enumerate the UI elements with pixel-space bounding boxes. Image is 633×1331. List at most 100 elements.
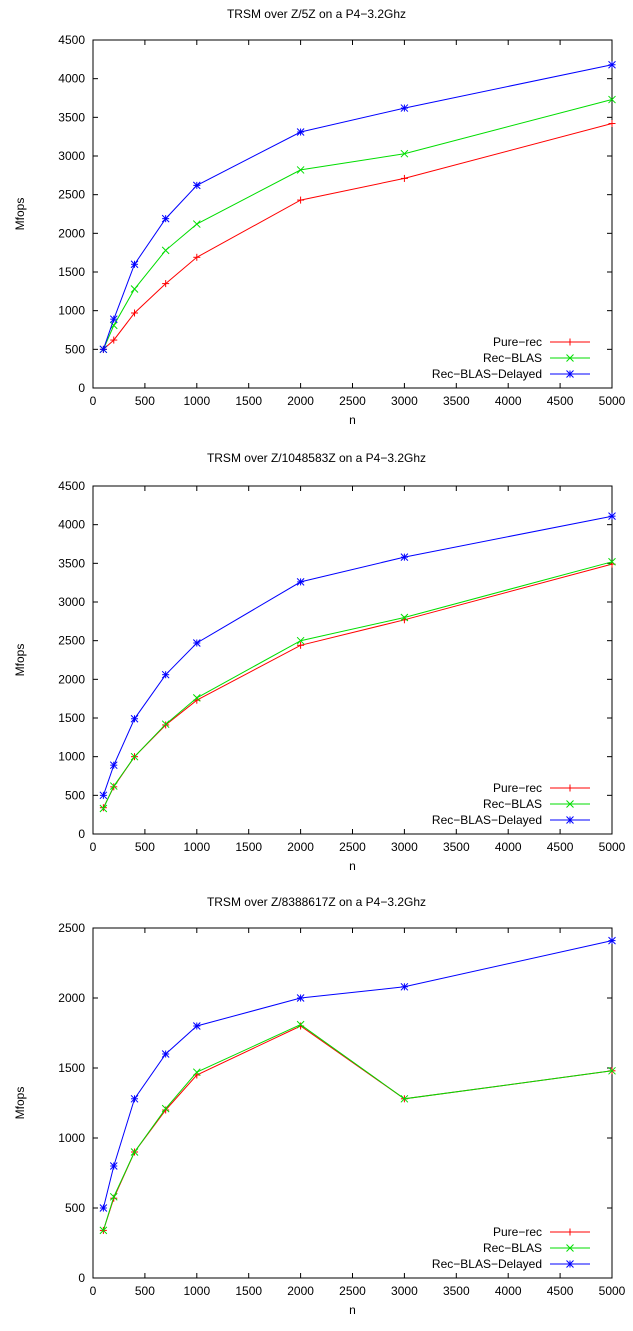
legend-label: Rec−BLAS xyxy=(483,351,542,365)
data-point xyxy=(608,512,616,521)
data-point xyxy=(130,752,139,761)
legend-label: Rec−BLAS xyxy=(483,797,542,811)
x-tick-label: 4500 xyxy=(547,840,574,854)
legend-item-rec-blas-delayed: Rec−BLAS−Delayed xyxy=(432,1257,590,1271)
y-tick-label: 3500 xyxy=(58,110,85,124)
series-line xyxy=(102,1025,613,1231)
x-tick-label: 2000 xyxy=(287,840,314,854)
data-point xyxy=(192,639,201,647)
y-tick-label: 1500 xyxy=(58,265,85,279)
data-point xyxy=(109,315,118,324)
data-point xyxy=(161,246,170,255)
x-tick-label: 5000 xyxy=(599,394,626,408)
legend-item-pure-rec: Pure−rec xyxy=(493,1225,590,1239)
y-tick-label: 4000 xyxy=(58,72,85,86)
data-point xyxy=(161,1050,170,1058)
series-line xyxy=(102,64,613,350)
data-point xyxy=(99,791,108,800)
y-tick-label: 500 xyxy=(65,788,85,802)
legend-item-pure-rec: Pure−rec xyxy=(493,335,590,349)
legend-marker xyxy=(566,800,574,808)
data-point xyxy=(193,253,201,261)
data-point xyxy=(109,761,118,770)
data-point xyxy=(608,936,616,945)
data-point xyxy=(161,720,170,729)
chart-trsm-z1048583z: TRSM over Z/1048583Z on a P4−3.2Ghz 0 500 1… xyxy=(13,451,626,873)
x-axis: 0 500 1000 1500 2000 2500 3000 3500 4000 4500 5000… xyxy=(90,486,626,873)
legend-marker xyxy=(566,784,574,792)
y-tick-label: 1500 xyxy=(58,711,85,725)
y-tick-label: 1000 xyxy=(58,750,85,764)
y-tick-label: 3500 xyxy=(58,556,85,570)
x-tick-label: 0 xyxy=(90,840,97,854)
series-rec-blas-delayed xyxy=(99,512,616,800)
data-point xyxy=(99,1226,108,1235)
x-tick-label: 4500 xyxy=(547,1284,574,1298)
series-rec-blas-delayed xyxy=(99,936,616,1212)
y-tick-label: 1000 xyxy=(58,304,85,318)
x-tick-label: 1500 xyxy=(235,1284,262,1298)
series-line xyxy=(103,123,613,350)
data-point xyxy=(109,1162,118,1170)
data-point xyxy=(130,1094,139,1103)
chart-title: TRSM over Z/8388617Z on a P4−3.2Ghz xyxy=(207,895,426,909)
data-point xyxy=(110,336,118,344)
data-point xyxy=(192,181,201,190)
data-point xyxy=(130,260,139,269)
legend-item-pure-rec: Pure−rec xyxy=(493,781,590,795)
data-point xyxy=(608,95,616,104)
legend-label: Rec−BLAS xyxy=(483,1241,542,1255)
data-point xyxy=(99,1204,108,1212)
y-tick-label: 0 xyxy=(78,381,85,395)
series-rec-blas-delayed xyxy=(99,60,616,354)
data-point xyxy=(161,1104,170,1113)
data-point xyxy=(131,309,139,317)
data-point xyxy=(400,1094,409,1103)
data-point xyxy=(400,149,409,158)
x-tick-label: 2500 xyxy=(339,394,366,408)
y-tick-label: 2500 xyxy=(58,921,85,935)
data-point xyxy=(400,104,409,112)
chart-title: TRSM over Z/5Z on a P4−3.2Ghz xyxy=(227,7,406,21)
series-pure-rec xyxy=(99,1022,616,1234)
x-tick-label: 4000 xyxy=(495,840,522,854)
x-tick-label: 4000 xyxy=(495,1284,522,1298)
y-tick-label: 4500 xyxy=(58,479,85,493)
chart-trsm-z8388617z: TRSM over Z/8388617Z on a P4−3.2Ghz 0 500 1… xyxy=(13,895,626,1317)
x-tick-label: 2500 xyxy=(339,840,366,854)
legend-item-rec-blas-delayed: Rec−BLAS−Delayed xyxy=(432,813,590,827)
x-tick-label: 0 xyxy=(90,394,97,408)
x-tick-label: 500 xyxy=(135,840,155,854)
x-axis-label: n xyxy=(349,1303,356,1317)
legend-marker xyxy=(566,816,574,824)
y-tick-label: 500 xyxy=(65,1201,85,1215)
legend-label: Pure−rec xyxy=(493,335,542,349)
x-axis: 0 500 1000 1500 2000 2500 3000 3500 4000 4500 5000… xyxy=(90,928,626,1317)
legend-marker xyxy=(566,338,574,346)
legend-marker xyxy=(566,354,574,362)
series-line xyxy=(102,561,613,809)
data-point xyxy=(296,578,305,586)
data-point xyxy=(296,994,305,1002)
x-tick-label: 3500 xyxy=(443,394,470,408)
y-tick-label: 0 xyxy=(78,827,85,841)
legend-label: Rec−BLAS−Delayed xyxy=(432,813,542,827)
y-tick-label: 2500 xyxy=(58,188,85,202)
legend-marker xyxy=(566,370,574,378)
data-point xyxy=(109,321,118,330)
x-tick-label: 1000 xyxy=(183,1284,210,1298)
series-pure-rec xyxy=(99,560,616,812)
series-rec-blas xyxy=(99,95,616,354)
data-point xyxy=(192,1022,201,1030)
legend-marker xyxy=(566,1244,574,1252)
data-point xyxy=(192,694,201,702)
legend-item-rec-blas: Rec−BLAS xyxy=(483,351,590,365)
x-tick-label: 4500 xyxy=(547,394,574,408)
x-tick-label: 3500 xyxy=(443,1284,470,1298)
x-tick-label: 0 xyxy=(90,1284,97,1298)
data-point xyxy=(297,641,305,649)
x-tick-label: 4000 xyxy=(495,394,522,408)
legend-marker xyxy=(566,1260,574,1268)
x-tick-label: 5000 xyxy=(599,1284,626,1298)
y-tick-label: 0 xyxy=(78,1271,85,1285)
